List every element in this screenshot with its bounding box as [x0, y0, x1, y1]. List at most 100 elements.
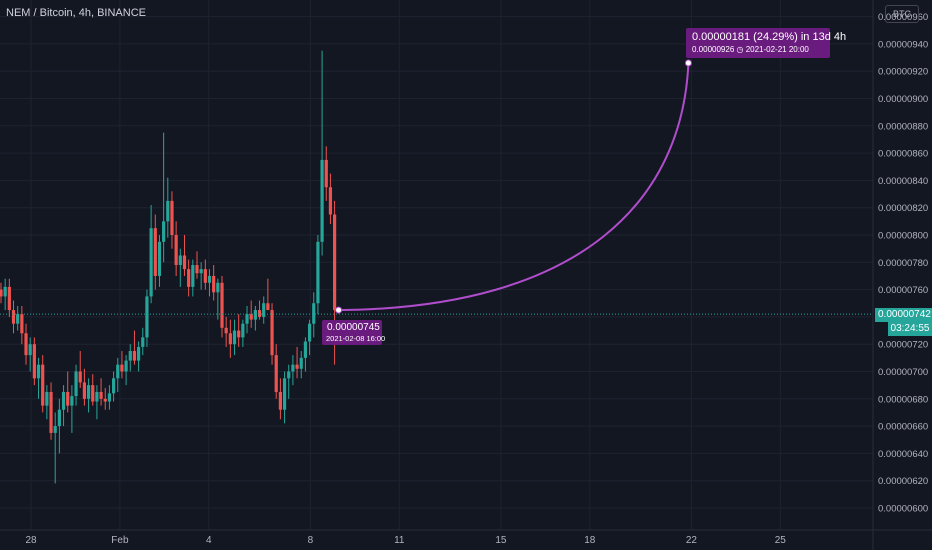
- candle-body: [262, 303, 266, 317]
- price-tick-label: 0.00000800: [878, 231, 928, 242]
- candle-body: [53, 426, 57, 433]
- projection-start-point[interactable]: [335, 306, 343, 314]
- projection-change-text: 0.00000181 (24.29%) in 13d 4h: [692, 31, 847, 43]
- candle-body: [287, 371, 291, 379]
- candle-body: [86, 385, 91, 399]
- candle-body: [49, 391, 53, 433]
- time-tick-label: 25: [775, 535, 787, 546]
- price-tick-label: 0.00000860: [878, 149, 928, 160]
- candle-body: [66, 391, 70, 406]
- candle-body: [170, 200, 174, 235]
- candle-body: [124, 360, 128, 372]
- candle-body: [253, 310, 257, 320]
- price-tick-label: 0.00000620: [878, 476, 928, 487]
- candle-body: [303, 341, 308, 358]
- price-tick-label: 0.00000900: [878, 94, 928, 105]
- price-axis[interactable]: 0.00000600 0.00000620 0.00000640 0.00000660…: [878, 12, 928, 514]
- candle-body: [0, 289, 3, 297]
- candle-body: [149, 228, 153, 297]
- time-tick-label: 8: [308, 535, 314, 546]
- time-tick-label: 18: [584, 535, 596, 546]
- candle-body: [291, 364, 295, 372]
- projection-curve[interactable]: [338, 62, 690, 312]
- candle-body: [141, 337, 145, 347]
- candle-body: [320, 159, 324, 242]
- candle-body: [178, 255, 182, 266]
- candle-body: [11, 310, 16, 324]
- time-tick-label: 28: [25, 535, 37, 546]
- candle-body: [78, 371, 82, 383]
- candle-body: [249, 314, 253, 320]
- candle-body: [20, 314, 24, 334]
- candle-countdown-tag: 03:24:55: [888, 321, 932, 336]
- candle-body: [241, 323, 245, 338]
- candle-body: [174, 235, 178, 266]
- candle-body: [120, 364, 124, 372]
- price-tick-label: 0.00000720: [878, 340, 928, 351]
- candle-body: [324, 159, 328, 188]
- candle-body: [32, 344, 36, 379]
- price-tick-label: 0.00000920: [878, 67, 928, 78]
- candle-body: [137, 346, 141, 361]
- time-tick-label: 11: [394, 535, 405, 546]
- price-tick-label: 0.00000760: [878, 285, 928, 296]
- projection-start-time: 2021-02-08 16:00: [326, 334, 386, 343]
- candle-countdown-value: 03:24:55: [890, 323, 930, 334]
- candle-body: [45, 391, 49, 406]
- candle-body: [82, 382, 86, 399]
- time-tick-label: 15: [495, 535, 507, 546]
- price-tick-label: 0.00000820: [878, 203, 928, 214]
- price-tick-label: 0.00000940: [878, 39, 928, 50]
- candle-body: [299, 357, 303, 369]
- candle-body: [307, 323, 312, 342]
- candle-body: [153, 228, 157, 276]
- candle-body: [157, 241, 162, 276]
- candle-body: [28, 344, 32, 356]
- candle-body: [16, 314, 20, 324]
- candle-body: [270, 310, 274, 356]
- price-tick-label: 0.00000880: [878, 121, 928, 132]
- candle-body: [132, 351, 137, 361]
- candle-body: [333, 214, 337, 311]
- candle-body: [312, 303, 316, 324]
- candle-body: [195, 265, 199, 274]
- price-tick-label: 0.00000640: [878, 449, 928, 460]
- candle-body: [295, 364, 299, 369]
- price-tick-label: 0.00000780: [878, 258, 928, 269]
- time-tick-label: 4: [206, 535, 212, 546]
- candle-body: [116, 364, 120, 379]
- current-price-value: 0.00000742: [878, 309, 931, 320]
- current-price-tag: 0.00000742: [875, 308, 932, 322]
- candle-body: [166, 200, 170, 222]
- candle-body: [316, 241, 320, 304]
- candle-body: [70, 396, 74, 406]
- candle-body: [199, 269, 203, 274]
- candle-body: [111, 378, 116, 394]
- candle-series: [0, 50, 337, 484]
- projection-target-label: 0.00000181 (24.29%) in 13d 4h 0.00000926…: [686, 28, 846, 58]
- candle-body: [282, 378, 287, 410]
- candle-body: [245, 314, 249, 324]
- candle-body: [224, 327, 228, 334]
- currency-badge[interactable]: BTC: [885, 5, 919, 23]
- candle-body: [95, 391, 99, 402]
- candle-body: [257, 310, 262, 317]
- candle-body: [278, 391, 282, 410]
- projection-start-label: 0.00000745 2021-02-08 16:00: [322, 320, 386, 345]
- candle-body: [103, 398, 107, 402]
- price-tick-label: 0.00000660: [878, 422, 928, 433]
- price-tick-label: 0.00000600: [878, 504, 928, 515]
- time-axis[interactable]: 28 Feb 4 8 11 15 18 22 25: [25, 535, 786, 546]
- projection-end-point[interactable]: [684, 59, 692, 67]
- candle-body: [182, 255, 187, 270]
- candle-body: [191, 265, 195, 287]
- projection-target-text: 0.00000926 ◷ 2021-02-21 20:00: [692, 45, 809, 54]
- time-tick-label: 22: [686, 535, 698, 546]
- candle-body: [220, 282, 224, 328]
- candle-body: [145, 296, 149, 338]
- price-tick-label: 0.00000840: [878, 176, 928, 187]
- candle-body: [41, 364, 45, 406]
- candle-body: [24, 333, 28, 356]
